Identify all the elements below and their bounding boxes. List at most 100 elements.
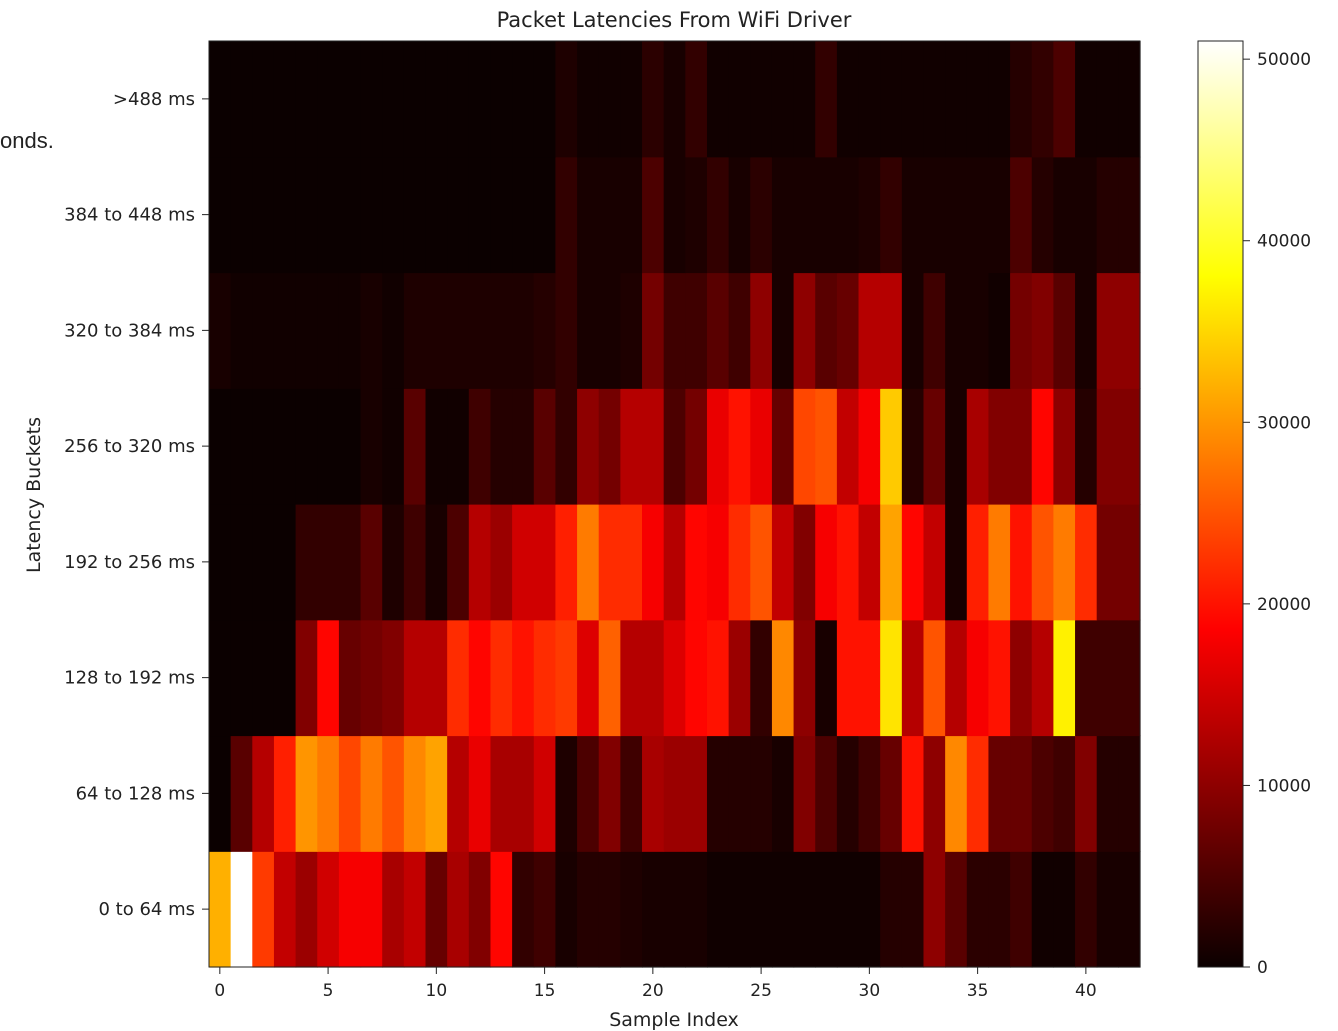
heatmap-cell: [815, 156, 838, 274]
heatmap-cell: [447, 504, 470, 621]
heatmap-cell: [728, 504, 751, 621]
heatmap-cell: [966, 851, 990, 968]
heatmap-cell: [555, 735, 578, 852]
heatmap-cell: [706, 619, 730, 737]
heatmap-cell: [533, 272, 557, 389]
heatmap-cell: [382, 504, 405, 621]
heatmap-cell: [706, 41, 730, 158]
heatmap-cell: [425, 851, 448, 968]
heatmap-cell: [1096, 504, 1119, 621]
heatmap-cell: [750, 735, 773, 852]
heatmap-cell: [1075, 41, 1098, 158]
heatmap-cell: [901, 851, 925, 968]
heatmap-cell: [252, 41, 275, 158]
heatmap-cell: [598, 156, 621, 274]
heatmap-cell: [468, 619, 492, 737]
heatmap-cell: [815, 41, 838, 158]
heatmap-cell: [490, 272, 513, 389]
heatmap-cell: [230, 156, 253, 274]
heatmap-cell: [815, 388, 838, 505]
heatmap-cell: [815, 504, 838, 621]
heatmap-cell: [1053, 272, 1076, 389]
heatmap-cell: [793, 41, 816, 158]
heatmap-cell: [490, 619, 513, 737]
x-tick-label: 20: [642, 981, 664, 1001]
heatmap-cell: [598, 851, 621, 968]
heatmap-cell: [685, 851, 708, 968]
heatmap-cells: [209, 41, 1141, 968]
heatmap-cell: [836, 735, 860, 852]
heatmap-cell: [209, 388, 232, 505]
colorbar-axis: 0 10000 20000 30000 40000 50000: [1243, 50, 1311, 978]
heatmap-cell: [1075, 851, 1098, 968]
heatmap-cell: [793, 504, 816, 621]
heatmap-cell: [1010, 504, 1033, 621]
heatmap-cell: [880, 619, 903, 737]
heatmap-cell: [230, 619, 253, 737]
heatmap-cell: [880, 735, 903, 852]
heatmap-cell: [663, 851, 686, 968]
heatmap-cell: [836, 851, 860, 968]
heatmap-cell: [209, 41, 232, 158]
heatmap-cell: [555, 388, 578, 505]
heatmap-cell: [273, 388, 297, 505]
heatmap-cell: [512, 41, 535, 158]
heatmap-cell: [966, 41, 990, 158]
heatmap-cell: [728, 735, 751, 852]
heatmap-cell: [468, 504, 492, 621]
heatmap-cell: [273, 156, 297, 274]
heatmap-cell: [403, 41, 427, 158]
heatmap-cell: [490, 156, 513, 274]
heatmap-cell: [923, 504, 946, 621]
heatmap-cell: [598, 41, 621, 158]
heatmap-cell: [642, 272, 665, 389]
heatmap-cell: [317, 619, 340, 737]
heatmap-cell: [360, 851, 383, 968]
heatmap-cell: [1096, 272, 1119, 389]
chart-title: Packet Latencies From WiFi Driver: [497, 8, 852, 32]
heatmap-cell: [815, 619, 838, 737]
heatmap-cell: [403, 619, 427, 737]
heatmap-cell: [706, 851, 730, 968]
heatmap-cell: [642, 504, 665, 621]
heatmap-cell: [338, 851, 362, 968]
heatmap-cell: [1010, 41, 1033, 158]
heatmap-cell: [425, 41, 448, 158]
x-tick-label: 40: [1075, 981, 1097, 1001]
heatmap-cell: [663, 619, 686, 737]
heatmap-cell: [490, 388, 513, 505]
heatmap-cell: [577, 735, 600, 852]
heatmap-cell: [490, 735, 513, 852]
heatmap-cell: [1096, 619, 1119, 737]
heatmap-cell: [771, 272, 795, 389]
heatmap-cell: [1010, 619, 1033, 737]
y-axis: 0 to 64 ms 64 to 128 ms 128 to 192 ms 192 t…: [64, 89, 209, 920]
heatmap-cell: [209, 272, 232, 389]
heatmap-cell: [728, 272, 751, 389]
heatmap-cell: [750, 156, 773, 274]
heatmap-cell: [966, 735, 990, 852]
heatmap-cell: [923, 735, 946, 852]
colorbar-tick-label: 0: [1257, 958, 1268, 978]
heatmap-cell: [620, 156, 643, 274]
heatmap-cell: [836, 388, 860, 505]
heatmap-cell: [209, 156, 232, 274]
heatmap-cell: [555, 851, 578, 968]
heatmap-cell: [945, 388, 968, 505]
heatmap-cell: [836, 272, 860, 389]
heatmap-cell: [512, 619, 535, 737]
heatmap-cell: [1053, 851, 1076, 968]
heatmap-cell: [750, 388, 773, 505]
heatmap-cell: [555, 272, 578, 389]
heatmap-cell: [901, 156, 925, 274]
heatmap-cell: [750, 41, 773, 158]
heatmap-cell: [338, 504, 362, 621]
heatmap-cell: [858, 272, 881, 389]
heatmap-cell: [706, 272, 730, 389]
heatmap-cell: [512, 272, 535, 389]
heatmap-cell: [663, 388, 686, 505]
heatmap-cell: [945, 619, 968, 737]
heatmap-cell: [382, 619, 405, 737]
heatmap-cell: [750, 504, 773, 621]
y-tick-label: 192 to 256 ms: [64, 552, 195, 573]
